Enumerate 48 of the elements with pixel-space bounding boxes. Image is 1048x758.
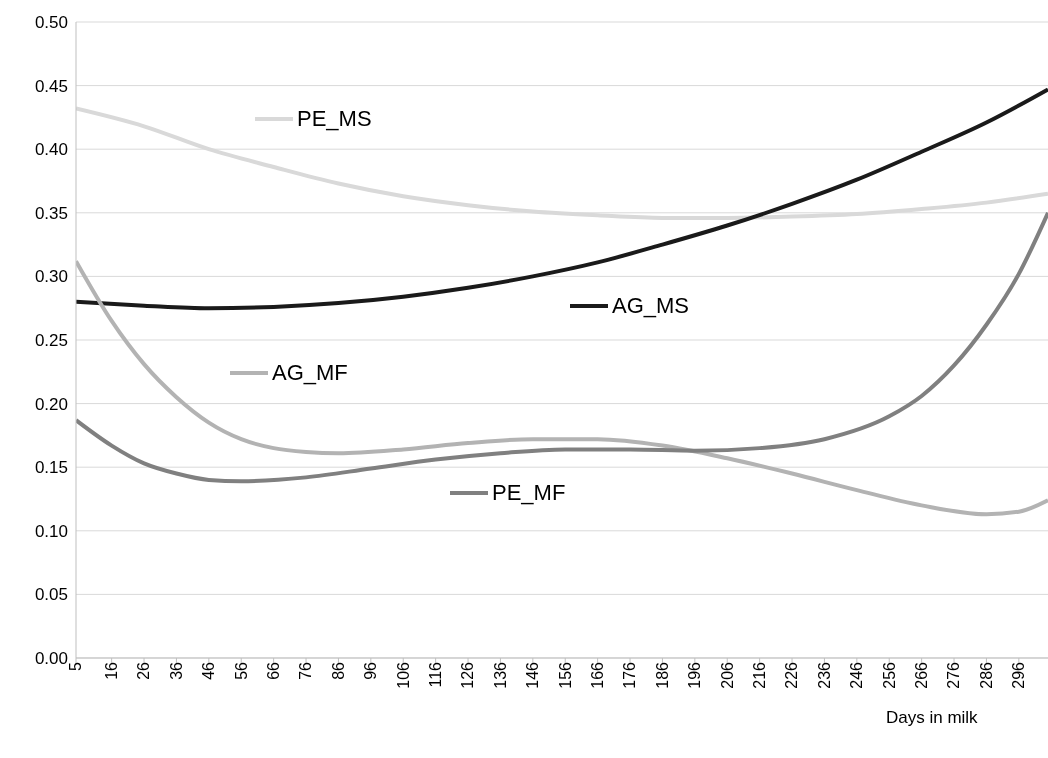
legend-label: PE_MF (492, 480, 566, 506)
x-tick-label: 96 (362, 661, 380, 680)
x-tick-label: 86 (329, 661, 347, 680)
x-tick-label: 136 (491, 661, 509, 689)
line-series (76, 106, 1048, 220)
x-tick-label: 296 (1010, 661, 1028, 689)
x-tick-label: 276 (945, 661, 963, 689)
x-tick-label: 156 (556, 661, 574, 689)
y-tick-label: 0.40 (34, 140, 68, 160)
y-tick-label: 0.05 (34, 585, 68, 605)
x-tick-label: 206 (718, 661, 736, 689)
x-tick-label: 196 (686, 661, 704, 689)
legend-label: PE_MS (297, 106, 372, 132)
x-tick-label: 146 (524, 661, 542, 689)
y-tick-label: 0.00 (34, 649, 68, 669)
y-tick-label: 0.25 (34, 331, 68, 351)
y-tick-label: 0.20 (34, 394, 68, 414)
x-tick-label: 226 (783, 661, 801, 689)
line-series (76, 210, 1048, 484)
x-axis-title: Days in milk (886, 708, 978, 728)
x-tick-label: 106 (394, 661, 412, 689)
x-tick-label: 56 (232, 661, 250, 680)
x-tick-label: 236 (815, 661, 833, 689)
x-tick-label: 286 (977, 661, 995, 689)
legend-label: AG_MS (612, 293, 690, 319)
x-tick-label: 176 (621, 661, 639, 689)
x-tick-label: 26 (135, 661, 153, 680)
x-tick-label: 246 (848, 661, 866, 689)
x-tick-label: 216 (751, 661, 768, 689)
legend-label: AG_MF (272, 360, 348, 386)
x-tick-label: 266 (913, 661, 930, 689)
y-tick-label: 0.35 (34, 203, 68, 223)
x-tick-label: 66 (265, 661, 282, 680)
y-tick-label: 0.45 (34, 76, 68, 96)
x-tick-label: 46 (200, 661, 218, 680)
x-tick-label: 36 (167, 661, 185, 680)
x-tick-label: 76 (297, 661, 315, 680)
x-tick-label: 116 (427, 661, 444, 688)
y-tick-label: 0.30 (34, 267, 68, 287)
y-tick-label: 0.15 (34, 458, 68, 478)
x-tick-label: 5 (67, 661, 85, 671)
x-tick-label: 16 (103, 661, 120, 680)
x-tick-label: 186 (653, 661, 671, 689)
x-tick-label: 166 (589, 661, 606, 689)
x-tick-label: 126 (459, 661, 477, 689)
x-tick-label: 256 (880, 661, 898, 689)
y-tick-label: 0.10 (34, 521, 68, 541)
y-tick-label: 0.50 (34, 13, 68, 33)
